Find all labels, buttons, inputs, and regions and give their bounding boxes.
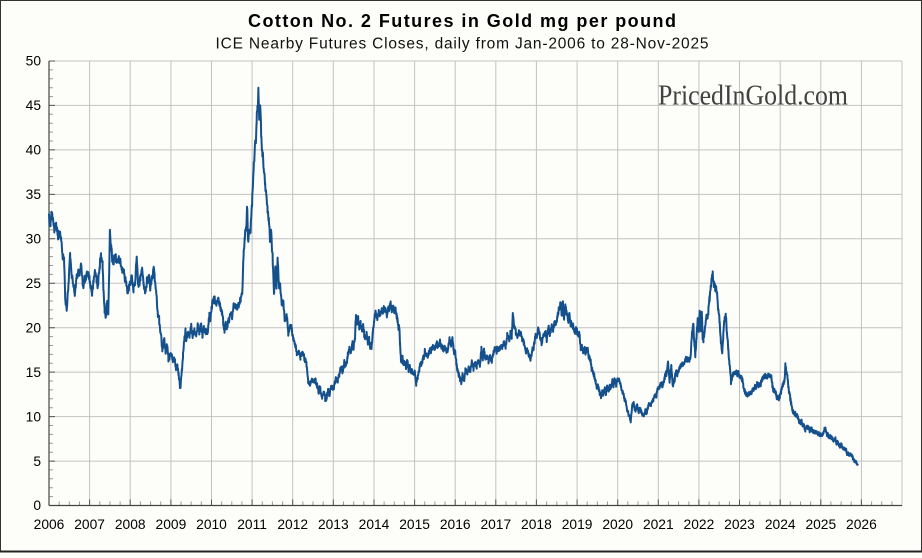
svg-text:35: 35	[26, 187, 42, 202]
svg-text:50: 50	[26, 54, 42, 69]
svg-text:2007: 2007	[74, 517, 105, 532]
svg-text:2012: 2012	[277, 517, 308, 532]
svg-text:2008: 2008	[115, 517, 146, 532]
svg-text:2010: 2010	[196, 517, 227, 532]
svg-text:2009: 2009	[156, 517, 187, 532]
svg-text:PricedInGold.com: PricedInGold.com	[658, 80, 848, 112]
svg-text:0: 0	[33, 498, 41, 513]
svg-text:2023: 2023	[724, 517, 755, 532]
svg-text:5: 5	[33, 454, 41, 469]
svg-text:2022: 2022	[684, 517, 715, 532]
svg-text:2017: 2017	[480, 517, 511, 532]
svg-text:2020: 2020	[602, 517, 633, 532]
svg-text:2011: 2011	[237, 517, 267, 532]
svg-text:40: 40	[26, 143, 42, 158]
svg-text:2025: 2025	[805, 517, 836, 532]
svg-text:25: 25	[26, 276, 42, 291]
svg-text:Cotton No. 2 Futures in Gold m: Cotton No. 2 Futures in Gold mg per poun…	[248, 11, 676, 31]
svg-text:15: 15	[26, 365, 42, 380]
svg-text:2006: 2006	[34, 517, 65, 532]
svg-text:10: 10	[26, 409, 42, 424]
svg-text:2019: 2019	[562, 517, 593, 532]
svg-text:45: 45	[26, 98, 42, 113]
svg-text:2015: 2015	[399, 517, 430, 532]
svg-text:2024: 2024	[765, 517, 796, 532]
svg-text:2026: 2026	[846, 517, 877, 532]
svg-text:2018: 2018	[521, 517, 552, 532]
svg-text:2021: 2021	[643, 517, 674, 532]
svg-text:2013: 2013	[318, 517, 349, 532]
svg-text:2014: 2014	[359, 517, 390, 532]
svg-text:20: 20	[26, 320, 42, 335]
svg-text:30: 30	[26, 232, 42, 247]
svg-text:2016: 2016	[440, 517, 471, 532]
svg-text:ICE Nearby Futures Closes, dai: ICE Nearby Futures Closes, daily from Ja…	[216, 36, 709, 53]
